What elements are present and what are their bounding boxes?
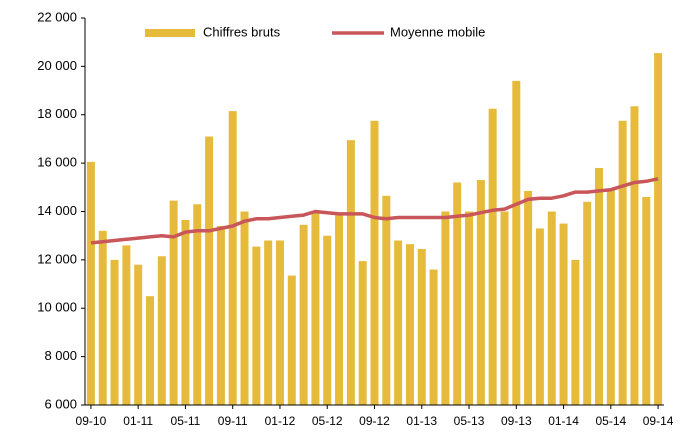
x-tick-label: 05-11 [171, 414, 201, 428]
bar [654, 53, 663, 406]
bar [606, 189, 615, 405]
bar [583, 201, 592, 405]
y-tick-label: 22 000 [37, 9, 77, 24]
bar [264, 240, 273, 405]
y-tick-label: 18 000 [37, 106, 77, 121]
bar [370, 120, 379, 405]
bar [181, 219, 190, 405]
legend-label: Chiffres bruts [203, 24, 281, 39]
x-tick-label: 09-12 [359, 414, 390, 428]
bar [535, 228, 544, 405]
bar [216, 226, 225, 405]
y-tick-label: 14 000 [37, 203, 77, 218]
bar [335, 215, 344, 405]
bar [453, 182, 462, 405]
bar [169, 200, 178, 405]
x-tick-label: 01-13 [406, 414, 437, 428]
bar [311, 212, 320, 405]
bar [642, 196, 651, 405]
bar [86, 161, 95, 405]
x-tick-label: 05-13 [454, 414, 485, 428]
x-tick-label: 01-14 [548, 414, 579, 428]
bar [488, 108, 497, 405]
bar [595, 167, 604, 405]
y-tick-label: 6 000 [44, 396, 77, 411]
bar [512, 80, 521, 405]
bar [441, 211, 450, 405]
bar [145, 296, 154, 405]
x-tick-label: 05-14 [595, 414, 626, 428]
bar [571, 259, 580, 405]
x-tick-label: 09-13 [501, 414, 532, 428]
x-tick-label: 09-11 [218, 414, 248, 428]
y-tick-label: 10 000 [37, 300, 77, 315]
bar [559, 223, 568, 405]
x-tick-label: 01-12 [265, 414, 296, 428]
line [90, 177, 659, 245]
bar [98, 230, 107, 405]
bar [465, 211, 474, 405]
bar [157, 256, 166, 405]
legend-label: Moyenne mobile [390, 24, 485, 39]
bar [547, 211, 556, 405]
bar [394, 240, 403, 405]
bar [110, 259, 119, 405]
bar [358, 261, 367, 405]
x-tick-label: 01-11 [123, 414, 153, 428]
bar [618, 120, 627, 405]
bar [252, 246, 261, 405]
bar [417, 248, 426, 405]
bar [205, 136, 214, 406]
x-tick-label: 05-12 [312, 414, 343, 428]
bar [228, 111, 237, 405]
x-tick-label: 09-10 [76, 414, 107, 428]
legend-swatch [145, 29, 195, 37]
y-tick-label: 16 000 [37, 155, 77, 170]
bar [240, 211, 249, 405]
bar [476, 180, 485, 405]
bar [524, 190, 533, 405]
bar [346, 140, 355, 405]
bar [429, 269, 438, 405]
bar [382, 195, 391, 405]
x-tick-label: 09-14 [643, 414, 674, 428]
y-tick-label: 8 000 [44, 348, 77, 363]
bar [500, 211, 509, 405]
bar [134, 264, 143, 405]
bar [122, 245, 131, 405]
y-tick-label: 20 000 [37, 58, 77, 73]
bar [405, 244, 414, 405]
bar [299, 224, 308, 405]
bar [275, 240, 284, 405]
bar [193, 204, 202, 405]
y-tick-label: 12 000 [37, 251, 77, 266]
bar [323, 235, 332, 405]
bar [287, 275, 296, 405]
bar [630, 106, 639, 406]
